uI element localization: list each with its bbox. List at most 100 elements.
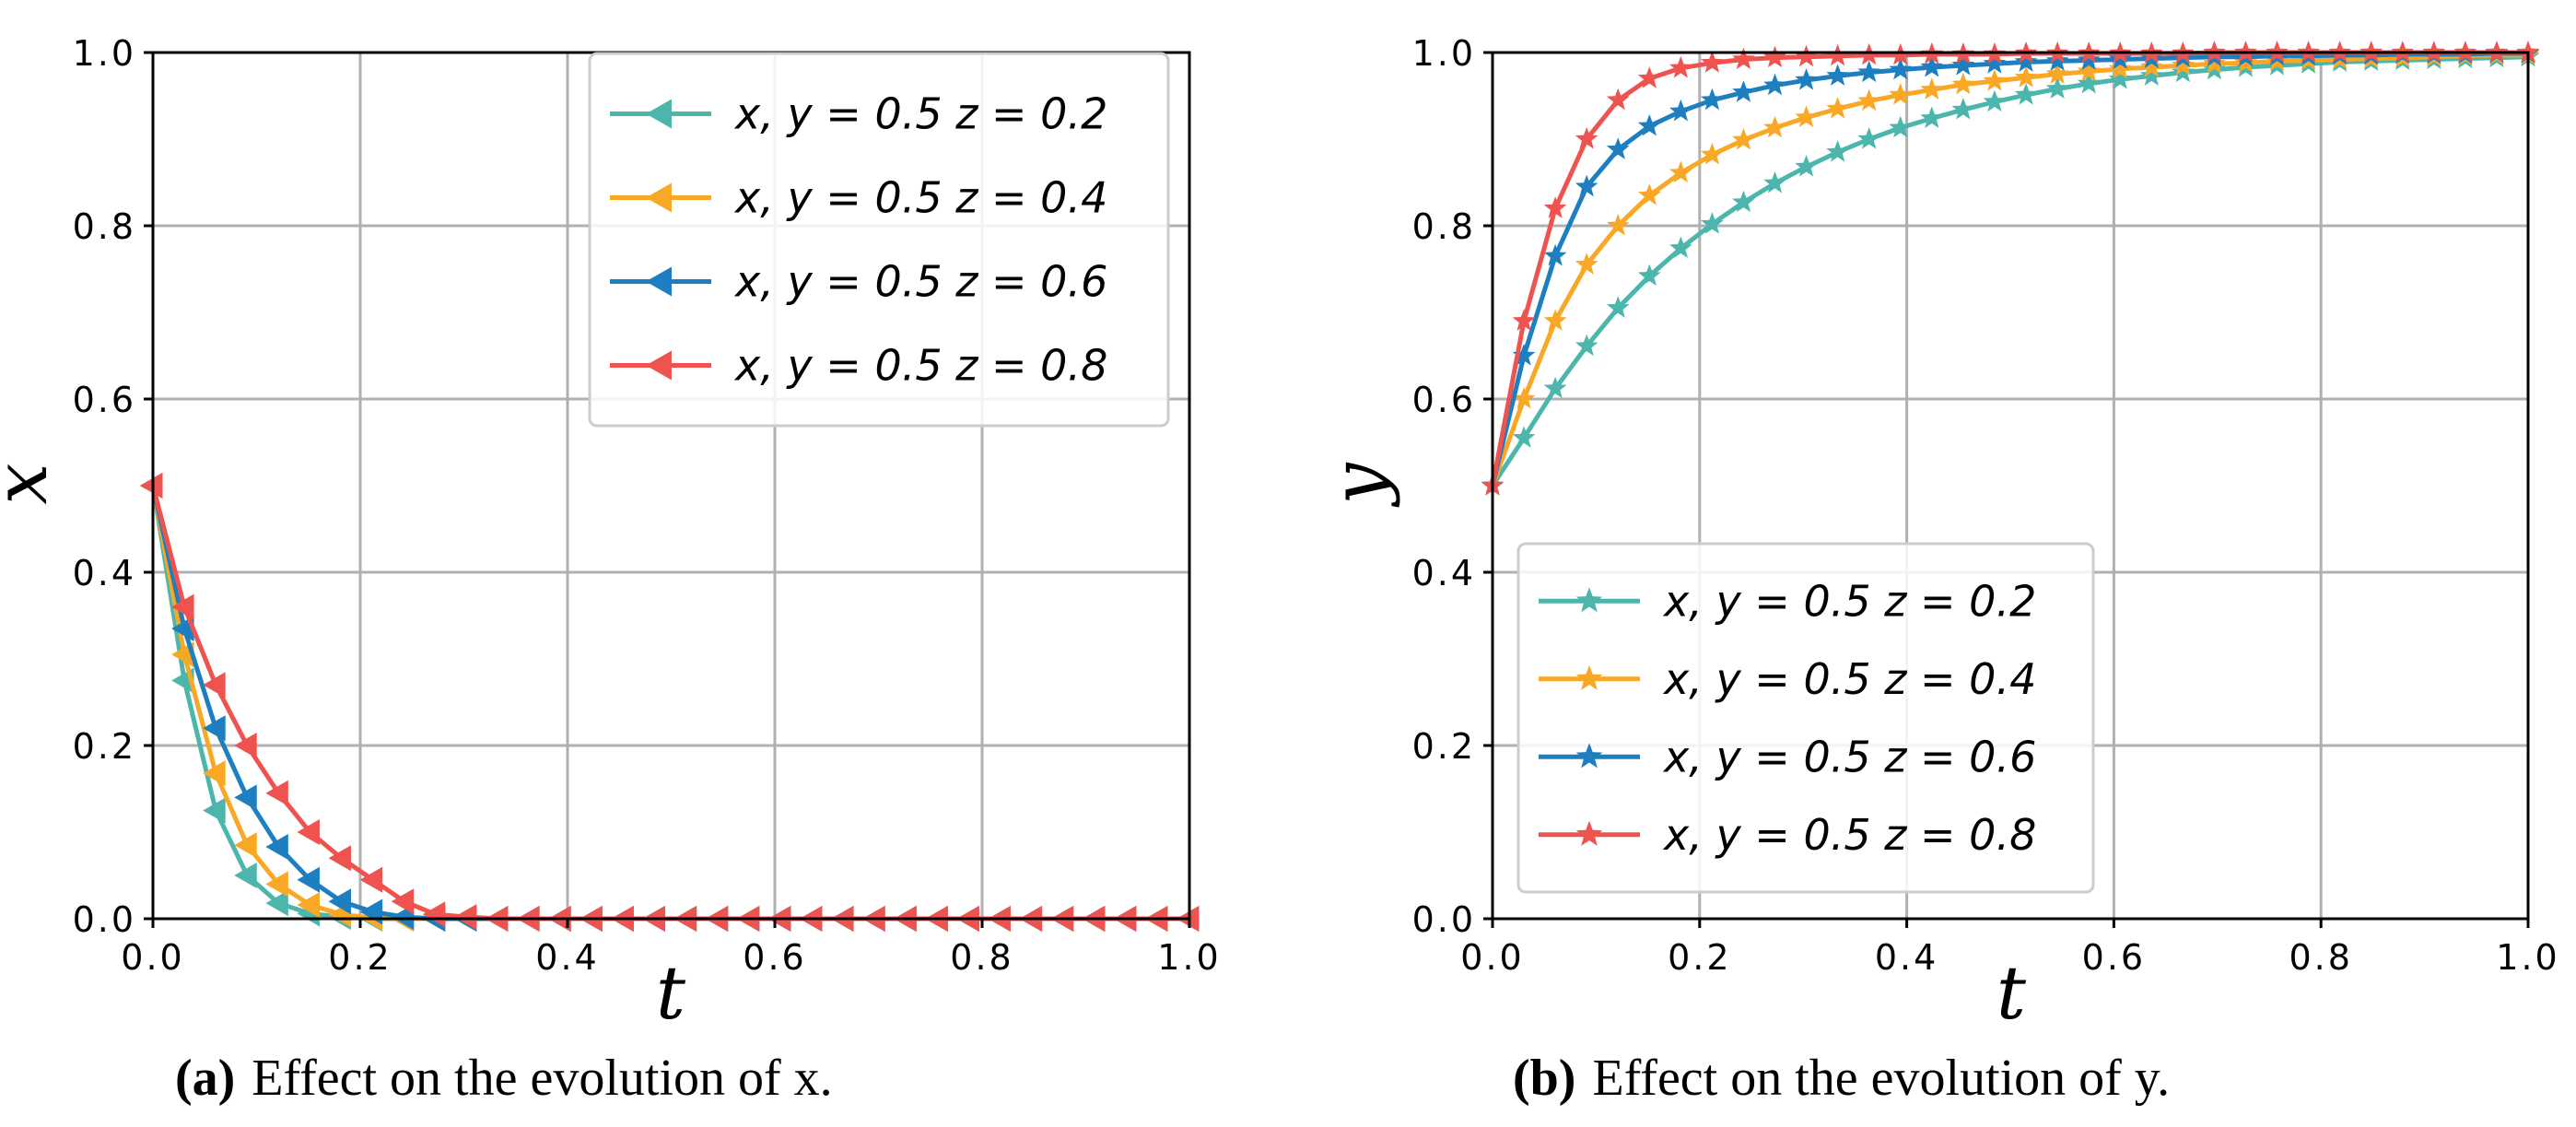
series-line [1490,53,2528,487]
legend-label: x, y = 0.5 z = 0.2 [1662,576,2036,626]
legend-label: x, y = 0.5 z = 0.4 [1662,654,2036,704]
data-point [1701,88,1724,111]
x-tick-label: 0.0 [121,937,184,978]
x-tick-label: 0.0 [1460,937,1524,978]
data-point [1795,105,1818,128]
data-point [1920,77,1944,100]
y-tick-label: 0.4 [73,553,136,593]
data-point [1951,72,1975,95]
y-tick-label: 0.6 [1412,380,1476,420]
data-point [1637,183,1661,205]
data-point [297,891,320,918]
panel-caption: (b) Effect on the evolution of y. [1513,1050,2170,1107]
legend-label: x, y = 0.5 z = 0.8 [1662,810,2036,860]
data-point [265,890,288,917]
data-point [2014,50,2038,72]
legend-marker [646,182,672,213]
series-2 [1481,42,2540,496]
data-point [1795,155,1818,177]
data-point [234,863,257,888]
panel-a: 0.0 0.2 0.4 0.6 0.8 1.0 0.0 0.2 0.4 0.6 0.8 1.0 x t x,… [0,33,1219,1107]
y-tick-label: 1.0 [73,33,136,74]
data-point [1701,51,1724,73]
data-point [1701,142,1724,165]
plot-frame [1491,51,2530,921]
caption-letter: (a) [175,1050,235,1107]
series-3 [1481,41,2540,496]
legend: x, y = 0.5 z = 0.2 x, y = 0.5 z = 0.4 x, y… [1516,542,2095,894]
panel-caption: (a) Effect on the evolution of x. [175,1050,833,1107]
data-point [1795,68,1818,90]
series-line [150,485,1189,922]
data-point [1795,44,1818,67]
x-axis-label: t [1996,950,2027,1036]
data-point [203,797,226,824]
data-point [203,715,226,742]
data-point [203,760,226,787]
data-point [1575,334,1598,357]
data-point [1763,115,1786,138]
x-tick-label: 0.8 [2289,937,2352,978]
data-point [234,733,257,758]
series-1 [1481,44,2540,496]
panel-b: 0.0 0.2 0.4 0.6 0.8 1.0 0.0 0.2 0.4 0.6 0.8 1.0 y t x,… [1316,33,2558,1107]
data-point [1669,55,1692,78]
data-point [391,888,415,915]
data-point [1701,212,1724,234]
y-tick-label: 0.6 [73,380,136,420]
x-tick-label: 0.8 [950,937,1013,978]
data-point [1826,64,1849,86]
data-point [1637,66,1661,88]
data-point [1983,89,2007,112]
legend-label: x, y = 0.5 z = 0.6 [1662,732,2036,781]
data-point [2014,83,2038,105]
legend-entry: x, y = 0.5 z = 0.6 [1539,732,2036,781]
data-point [1951,53,1975,76]
data-point [2172,60,2195,83]
legend-entry: x, y = 0.5 z = 0.4 [1539,654,2036,704]
legend-label: x, y = 0.5 z = 0.2 [733,89,1107,139]
data-point [171,593,194,620]
data-point [2077,59,2101,82]
data-point [1637,264,1661,287]
data-point [297,819,320,845]
y-tick-label: 0.2 [73,726,136,767]
legend-marker [1575,743,1603,769]
x-tick-label: 0.6 [2082,937,2146,978]
data-point [359,866,383,893]
data-point [1826,97,1849,119]
data-point [1512,344,1536,366]
data-point [2139,64,2163,86]
data-point [1920,106,1944,128]
data-point [1951,98,1975,120]
y-tick-label: 0.8 [1412,206,1476,247]
legend-label: x, y = 0.5 z = 0.4 [733,173,1107,223]
data-point [1857,60,1881,83]
data-point [2045,62,2069,85]
data-point [1637,113,1661,136]
data-point [2045,49,2069,71]
series-4 [1481,41,2540,496]
data-point [1763,170,1786,194]
data-point [453,904,477,931]
data-point [1889,83,1913,105]
y-tick-label: 0.0 [73,899,136,940]
data-point [328,845,352,872]
data-point [1543,196,1567,218]
data-point [234,784,257,811]
data-point [265,871,288,898]
y-axis-label: y [1316,462,1401,508]
data-point [1543,309,1567,331]
data-point [140,473,163,499]
data-point [2203,52,2226,74]
data-point [2077,48,2101,70]
data-point [1826,43,1849,66]
caption-text: Effect on the evolution of x. [252,1050,832,1107]
data-point [328,888,352,915]
legend-entry: x, y = 0.5 z = 0.4 [610,173,1107,223]
legend-box [1516,542,2095,894]
series-line [1490,54,2529,487]
x-tick-label: 0.2 [1668,937,1731,978]
data-point [1857,127,1881,149]
data-point [265,780,288,806]
